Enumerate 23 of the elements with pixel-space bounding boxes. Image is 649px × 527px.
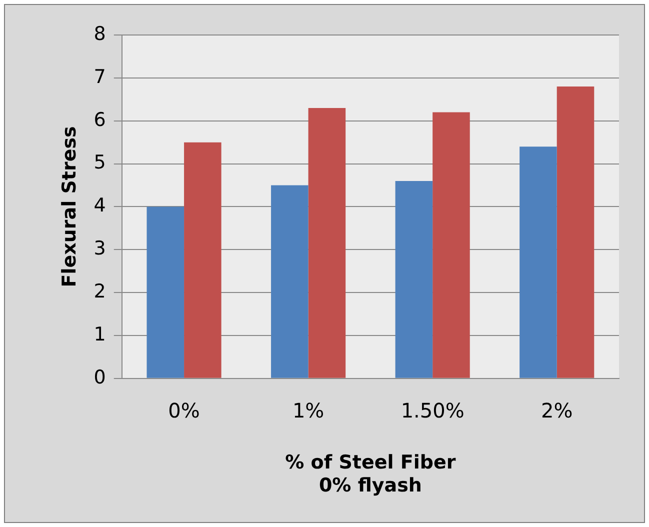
bar xyxy=(432,112,470,378)
y-tick-label: 6 xyxy=(94,108,106,131)
y-tick-label: 7 xyxy=(94,66,106,88)
y-tick-label: 0 xyxy=(94,366,106,388)
x-tick-label: 0% xyxy=(168,398,200,423)
y-tick-label: 8 xyxy=(94,22,106,45)
y-tick-label: 1 xyxy=(94,323,106,346)
bar xyxy=(184,142,222,378)
y-axis-title: Flexural Stress xyxy=(58,126,80,288)
y-tick-label: 3 xyxy=(94,238,106,260)
bar xyxy=(308,108,346,378)
x-tick-label: 1% xyxy=(292,398,324,423)
x-axis-title: % of Steel Fiber 0% flyash xyxy=(285,452,456,497)
y-tick-label: 2 xyxy=(94,280,106,302)
y-tick-label: 5 xyxy=(94,152,106,174)
y-tick-label: 4 xyxy=(94,194,106,217)
bar xyxy=(271,185,308,378)
bar xyxy=(556,86,594,378)
bar xyxy=(520,146,557,378)
x-tick-label: 1.50% xyxy=(400,398,464,423)
bar xyxy=(146,206,184,378)
bar xyxy=(395,180,433,378)
x-tick-label: 2% xyxy=(540,398,573,423)
